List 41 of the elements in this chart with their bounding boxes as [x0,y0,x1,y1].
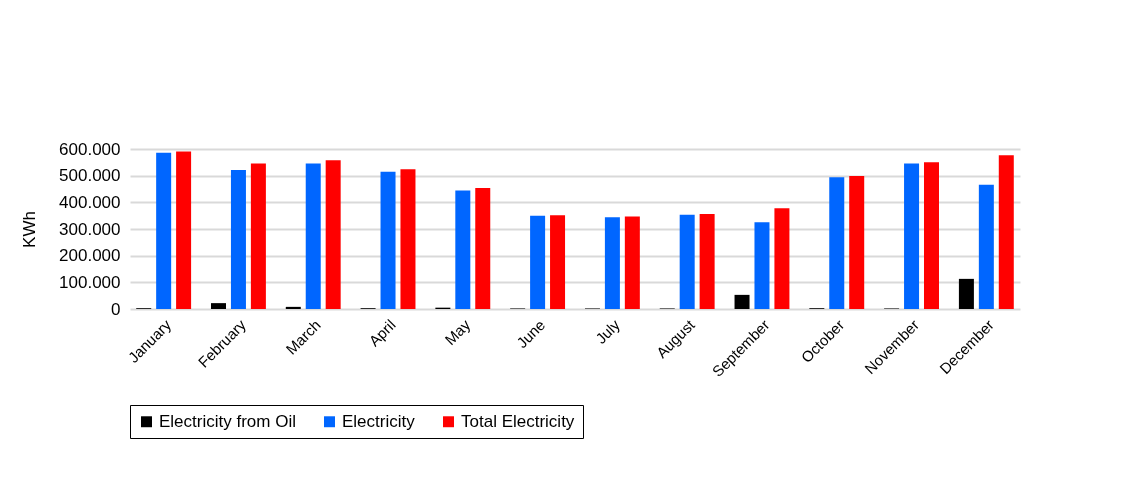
y-tick-label: 0 [111,299,121,319]
bar [550,215,566,309]
y-axis-title: KWh [20,211,40,248]
bar [211,303,226,309]
bar [455,190,471,309]
bar [754,222,770,309]
bar [699,214,715,309]
bar [230,170,246,309]
y-tick-label: 300.000 [59,219,121,239]
bar [978,184,994,309]
x-tick-label: May [441,315,474,349]
bar [734,294,750,309]
x-tick-label: July [592,315,624,347]
bar [958,278,974,309]
bar [829,177,845,309]
y-tick-label: 200.000 [59,246,121,266]
bar [924,162,939,309]
bar [849,175,865,309]
legend-label: Total Electricity [461,411,575,431]
y-tick-label: 500.000 [59,166,121,186]
y-tick-label: 100.000 [59,272,121,292]
bar [380,171,396,309]
legend-label: Electricity [342,411,416,431]
bar [624,216,640,309]
bar [679,214,695,309]
bar [176,151,192,309]
bar [998,155,1014,309]
bar [530,215,546,309]
bar [774,208,790,309]
bar [604,217,620,309]
bar [400,169,416,309]
bar [156,152,172,309]
bar [305,163,321,309]
bar [325,160,341,309]
bar [250,163,266,309]
y-tick-label: 600.000 [59,139,121,159]
bar [285,306,301,309]
bar [904,163,920,309]
y-tick-label: 400.000 [59,192,121,212]
bar [475,187,491,309]
legend-label: Electricity from Oil [159,411,296,431]
